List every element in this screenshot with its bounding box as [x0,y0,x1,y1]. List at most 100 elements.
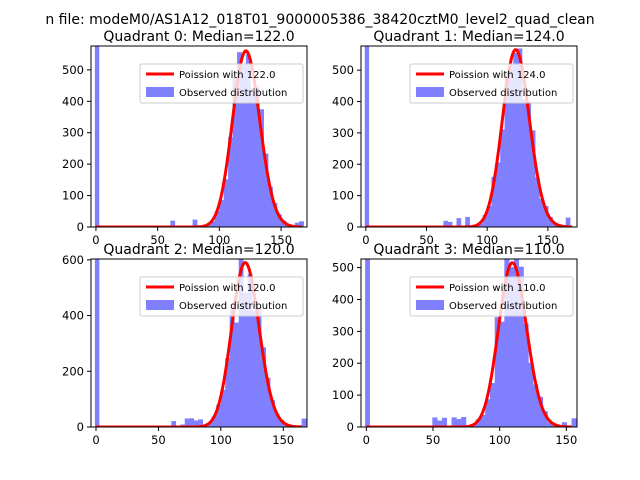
zero-bar [365,259,370,427]
histogram-bar [272,203,278,227]
histogram-bar [228,137,233,227]
x-tick-label: 0 [92,233,99,247]
y-tick-label: 0 [347,220,354,234]
legend: Poission with 124.0 Observed distribution [409,63,574,104]
y-tick-label: 500 [332,63,354,77]
histogram-bar [517,48,523,227]
legend: Poission with 110.0 Observed distribution [409,276,574,317]
histogram-bar [198,419,204,427]
histogram-bar [571,418,577,427]
histogram-bar [475,419,481,427]
y-tick-label: 400 [62,94,84,108]
histogram-bar [432,417,438,427]
legend-label-poisson: Poission with 122.0 [179,70,275,81]
legend-label-observed: Observed distribution [449,88,557,99]
histogram-bar [495,162,501,227]
histogram-bar [504,78,510,227]
histogram-bar [245,54,251,227]
histogram-bar [220,389,226,427]
y-tick-label: 200 [62,157,84,171]
histogram-bar [518,266,524,427]
histogram-bar [170,220,176,227]
histogram-bar [256,308,262,427]
x-tick-label: 0 [363,433,370,447]
zero-bar [94,259,100,427]
histogram-bar [480,414,486,427]
histogram-bar [528,362,534,427]
histogram-bar [500,129,505,227]
histogram-bar [523,323,529,427]
histogram-bar [247,274,253,427]
legend-label-poisson: Poission with 120.0 [179,283,275,294]
axes-frame [90,45,308,228]
histogram-bar [499,321,505,427]
axes-frame [360,45,578,228]
y-tick-label: 400 [332,95,354,109]
x-tick-label: 0 [362,233,369,247]
quadrant-panel-1: 0 50 100 150 0 100 200 300 400 500 Quadrant 1: Med… [332,29,578,247]
histogram-bar [543,205,549,227]
panel-title: Quadrant 1: Median=124.0 [373,29,564,45]
histogram-bar [565,217,571,227]
poisson-curve [366,261,572,427]
quadrant-panel-3: 0 50 100 150 0 100 200 300 400 500 Quadrant 3: Med… [332,242,578,447]
histogram-bar [211,416,217,427]
histogram-bar [548,217,553,227]
histogram-bar [216,404,222,427]
legend-label-poisson: Poission with 124.0 [449,70,545,81]
histogram-bar [513,259,520,427]
histogram-bar [223,179,229,227]
x-tick-label: 50 [419,233,434,247]
histogram-bar [441,417,448,427]
histogram-bar [494,317,500,427]
histogram-bar [487,205,492,227]
histogram-bar [184,418,190,427]
histogram-bar [461,416,467,427]
y-tick-label: 100 [62,189,84,203]
histogram-bar [225,358,231,427]
histogram-bar [491,176,497,227]
panel-title: Quadrant 2: Median=120.0 [103,242,294,258]
histogram-bar [234,322,240,427]
histogram-bar [437,420,443,427]
histogram-bar [193,420,199,427]
histogram-bar [294,222,300,227]
legend-bar-swatch [416,300,444,310]
histogram-bar [268,186,273,227]
y-tick-label: 600 [62,253,84,267]
histogram-bar [265,377,271,427]
x-tick-label: 150 [272,433,294,447]
x-tick-label: 50 [426,433,441,447]
legend-label-observed: Observed distribution [449,301,557,312]
x-tick-label: 100 [476,233,498,247]
y-tick-label: 0 [77,220,84,234]
quadrant-panel-0: 0 50 100 150 0 100 200 300 400 500 Quadrant 0: Med… [62,29,308,247]
histogram-bar [210,221,216,227]
panel-title: Quadrant 0: Median=122.0 [103,29,294,45]
histogram-bar [274,414,280,427]
x-tick-label: 100 [489,433,511,447]
histogram-bar [229,309,235,427]
histogram-bar [241,64,247,227]
zero-bar [364,46,370,227]
histogram-bar [443,220,449,227]
x-tick-label: 0 [92,433,99,447]
y-tick-label: 200 [332,157,354,171]
histogram-bar [530,130,536,227]
histogram-bar [485,399,491,427]
x-tick-label: 150 [555,433,577,447]
legend: Poission with 122.0 Observed distribution [139,63,304,104]
y-tick-label: 300 [62,126,84,140]
histogram-bar [456,218,462,227]
legend-label-observed: Observed distribution [179,88,287,99]
y-tick-label: 300 [332,324,354,338]
histogram-bar [232,77,238,227]
x-tick-label: 50 [150,233,165,247]
figure-suptitle: n file: modeM0/AS1A12_018T01_9000005386_… [45,12,594,28]
histogram-bar [214,211,220,227]
histogram-bar [539,199,545,227]
histogram-bar [171,421,177,427]
y-tick-label: 500 [332,261,354,275]
legend-bar-swatch [416,87,444,97]
histogram-bar [237,52,242,227]
